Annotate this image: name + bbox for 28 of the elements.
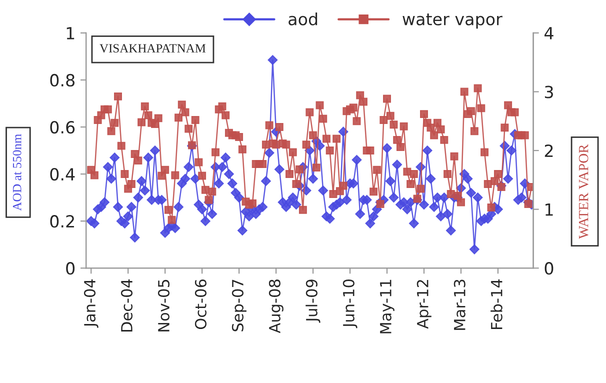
legend-label: water vapor xyxy=(402,13,502,29)
x-tick-label: Jun-10 xyxy=(342,280,358,328)
text: VISAKHAPATNAM xyxy=(100,44,206,53)
x-tick-label: Jul-09 xyxy=(306,280,320,323)
y-tick-label: 0.4 xyxy=(50,168,75,181)
y2-tick-label: 3 xyxy=(544,86,553,98)
x-tick-label: Feb-14 xyxy=(490,279,502,330)
y-tick-label: 0.6 xyxy=(50,120,75,134)
x-tick-label: May-11 xyxy=(380,280,394,334)
y-tick-label: 1 xyxy=(66,27,74,40)
x-tick-label: Dec-04 xyxy=(120,279,133,332)
legend-label: aod xyxy=(288,12,318,26)
x-tick-label: Oct-06 xyxy=(194,279,206,330)
y-tick-label: 0.2 xyxy=(50,215,74,228)
y2-tick-label: 1 xyxy=(546,203,553,216)
y2-axis-title: WATER VAPOR xyxy=(578,144,588,239)
y-tick-label: 0 xyxy=(66,262,75,275)
x-tick-label: Nov-05 xyxy=(158,280,170,332)
x-tick-label: Jan-04 xyxy=(84,279,98,328)
y2-tick-label: 0 xyxy=(544,262,554,275)
x-tick-label: Aug-08 xyxy=(268,280,284,334)
y2-tick-label: 4 xyxy=(544,27,554,40)
x-tick-label: Apr-12 xyxy=(416,280,432,329)
x-tick-label: Mar-13 xyxy=(454,280,466,330)
y-tick-label: 0.8 xyxy=(50,74,74,87)
x-tick-label: Sep-07 xyxy=(232,280,246,332)
y2-tick-label: 2 xyxy=(544,144,553,157)
y-axis-title: AOD at 550nm xyxy=(12,134,22,211)
